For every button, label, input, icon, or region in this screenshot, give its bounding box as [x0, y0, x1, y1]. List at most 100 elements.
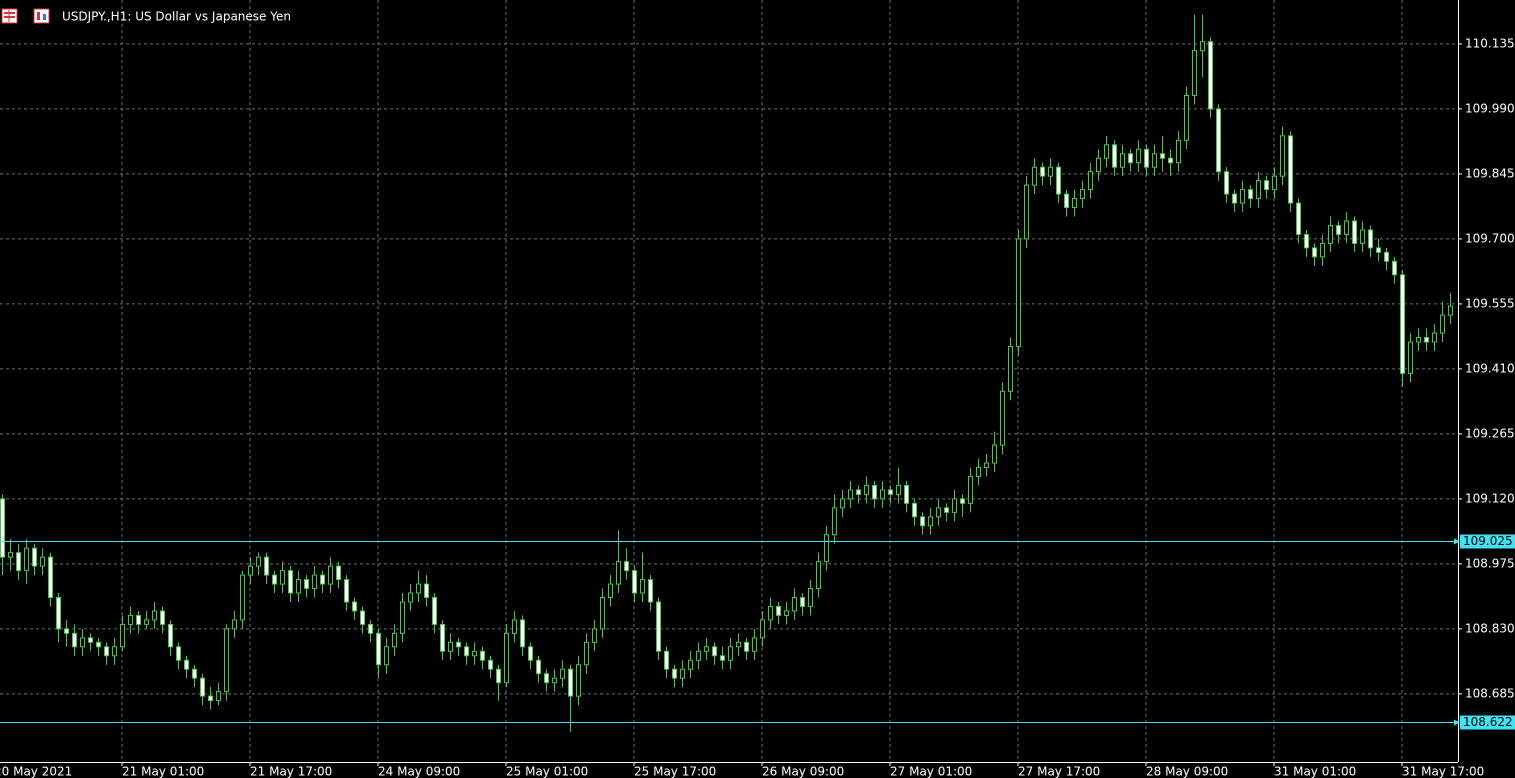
- x-tick-label: 25 May 01:00: [506, 765, 588, 778]
- y-tick-label: 109.700: [1465, 231, 1515, 245]
- candle-body: [120, 623, 125, 648]
- y-tick-label: 108.685: [1465, 686, 1515, 700]
- candle-body: [504, 632, 509, 684]
- candle-body: [288, 570, 293, 594]
- candle-body: [408, 592, 413, 603]
- candle-body: [376, 632, 381, 666]
- candle-body: [1024, 184, 1029, 240]
- candle-body: [696, 650, 701, 661]
- y-tick-label: 109.845: [1465, 166, 1515, 180]
- candle-body: [1072, 198, 1077, 209]
- candle-body: [712, 646, 717, 657]
- candle-body: [320, 574, 325, 585]
- candle-body: [0, 498, 5, 558]
- candle-body: [1288, 135, 1293, 204]
- candle-body: [1136, 148, 1141, 164]
- candle-body: [824, 534, 829, 563]
- candle-body: [1328, 224, 1333, 244]
- candle-body: [448, 641, 453, 652]
- candle-body: [1312, 247, 1317, 258]
- candle-body: [984, 462, 989, 469]
- candle-body: [992, 444, 997, 464]
- candle-body: [48, 556, 53, 598]
- candle-body: [1432, 332, 1437, 343]
- candle-body: [568, 668, 573, 697]
- candle-body: [352, 601, 357, 612]
- candle-body: [1144, 148, 1149, 168]
- candle-body: [640, 579, 645, 594]
- candle-body: [1360, 229, 1365, 244]
- candle-body: [256, 556, 261, 567]
- candle-body: [1232, 193, 1237, 204]
- candle-body: [592, 628, 597, 643]
- candle-body: [1224, 171, 1229, 195]
- y-tick-label: 109.990: [1465, 101, 1515, 115]
- y-tick-label: 109.410: [1465, 361, 1515, 375]
- candle-body: [944, 507, 949, 513]
- candle-body: [72, 632, 77, 648]
- candle-body: [56, 596, 61, 630]
- candle-body: [432, 596, 437, 625]
- candle-body: [1248, 189, 1253, 200]
- candle-body: [96, 641, 101, 648]
- x-tick-label: 31 May 17:00: [1402, 765, 1484, 778]
- candle-body: [192, 668, 197, 679]
- x-tick-label: 20 May 2021: [0, 765, 72, 778]
- candle-body: [1048, 166, 1053, 177]
- candle-body: [248, 565, 253, 576]
- y-tick-label: 109.120: [1465, 491, 1515, 505]
- candle-body: [1192, 50, 1197, 96]
- candle-body: [392, 632, 397, 648]
- candle-body: [296, 579, 301, 594]
- candle-body: [536, 659, 541, 675]
- candle-body: [928, 516, 933, 527]
- price-label-box: [1460, 715, 1515, 730]
- price-label: 108.622: [1463, 715, 1513, 729]
- candle-body: [544, 673, 549, 684]
- candle-body: [1112, 144, 1117, 168]
- y-tick-label: 110.135: [1465, 36, 1515, 50]
- candle-body: [1000, 390, 1005, 446]
- candle-body: [720, 655, 725, 661]
- candle-body: [800, 596, 805, 607]
- candle-body: [608, 583, 613, 598]
- candle-body: [144, 619, 149, 625]
- x-tick-label: 21 May 17:00: [250, 765, 332, 778]
- candle-body: [496, 668, 501, 684]
- candle-body: [1376, 247, 1381, 253]
- price-label-box: [1460, 534, 1515, 549]
- candle-body: [616, 561, 621, 585]
- candle-body: [840, 498, 845, 509]
- candle-body: [416, 583, 421, 594]
- candle-body: [1176, 139, 1181, 164]
- candle-body: [1208, 41, 1213, 110]
- candle-body: [576, 664, 581, 697]
- candle-body: [560, 668, 565, 679]
- candle-body: [1400, 274, 1405, 374]
- candle-body: [976, 467, 981, 477]
- candle-body: [1168, 157, 1173, 164]
- candle-body: [832, 507, 837, 536]
- candle-body: [1448, 305, 1453, 316]
- candle-body: [400, 601, 405, 634]
- candle-body: [1240, 189, 1245, 204]
- y-tick-label: 108.975: [1465, 556, 1515, 570]
- candle-body: [176, 646, 181, 661]
- candle-body: [1016, 238, 1021, 347]
- candle-body: [1368, 229, 1373, 249]
- candle-body: [1128, 153, 1133, 164]
- candle-body: [512, 619, 517, 634]
- candle-body: [80, 637, 85, 648]
- candle-body: [16, 552, 21, 572]
- icon: [37, 12, 40, 20]
- candle-body: [936, 507, 941, 518]
- candle-body: [368, 623, 373, 634]
- candle-body: [792, 596, 797, 612]
- candle-body: [1184, 94, 1189, 141]
- y-tick-label: 109.555: [1465, 296, 1515, 310]
- candle-body: [1440, 314, 1445, 334]
- candle-body: [216, 691, 221, 702]
